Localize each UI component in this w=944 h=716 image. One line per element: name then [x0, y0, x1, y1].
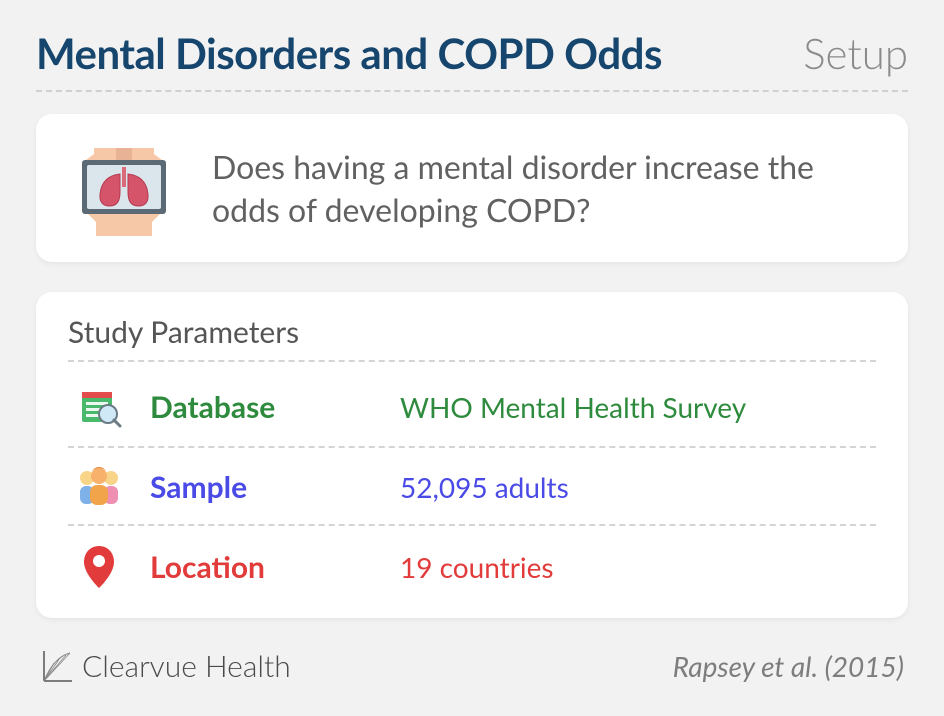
param-value-sample: 52,095 adults: [400, 470, 876, 504]
citation: Rapsey et al. (2015): [673, 649, 904, 683]
param-value-location: 19 countries: [400, 550, 876, 584]
brand-name: Clearvue Health: [82, 648, 291, 684]
research-question: Does having a mental disorder increase t…: [212, 145, 872, 231]
param-row-location: Location 19 countries: [68, 526, 876, 596]
param-label-sample: Sample: [130, 469, 400, 505]
footer: Clearvue Health Rapsey et al. (2015): [36, 648, 908, 684]
page-subtitle: Setup: [803, 28, 908, 78]
param-label-location: Location: [130, 549, 400, 585]
param-value-database: WHO Mental Health Survey: [400, 390, 876, 424]
study-parameters-heading: Study Parameters: [68, 314, 876, 362]
people-icon: [68, 466, 130, 508]
param-row-database: Database WHO Mental Health Survey: [68, 366, 876, 448]
page-title: Mental Disorders and COPD Odds: [36, 28, 662, 78]
param-row-sample: Sample 52,095 adults: [68, 448, 876, 526]
param-label-database: Database: [130, 389, 400, 425]
question-card: Does having a mental disorder increase t…: [36, 114, 908, 262]
location-pin-icon: [68, 544, 130, 590]
brand-logo-icon: [40, 649, 74, 683]
header: Mental Disorders and COPD Odds Setup: [36, 28, 908, 92]
lungs-xray-icon: [72, 140, 176, 236]
brand: Clearvue Health: [40, 648, 291, 684]
study-parameters-card: Study Parameters Database WHO Mental Hea…: [36, 292, 908, 618]
database-icon: [68, 384, 130, 430]
